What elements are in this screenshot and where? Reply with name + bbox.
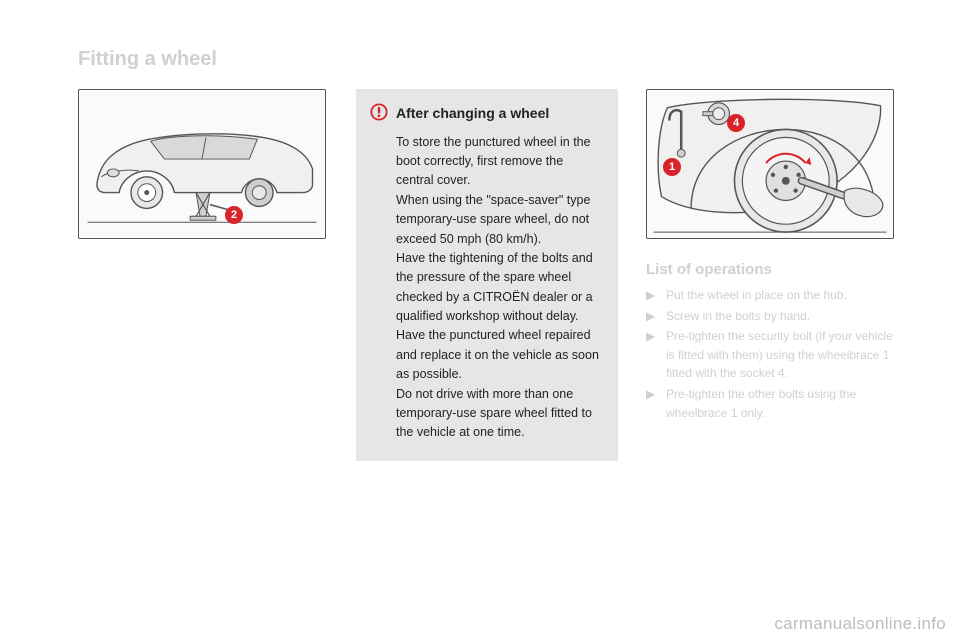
badge-4: 4: [727, 114, 745, 132]
illustration-car-jack: 2: [78, 89, 326, 239]
page-title: Fitting a wheel: [78, 48, 900, 71]
warning-head: After changing a wheel: [370, 103, 604, 125]
illustration-wheel-brace: 1 4: [646, 89, 894, 239]
list-item-text: Put the wheel in place on the hub.: [666, 286, 847, 305]
column-middle: After changing a wheel To store the punc…: [356, 89, 618, 461]
watermark: carmanualsonline.info: [774, 614, 946, 634]
bullet-arrow-icon: ▶: [646, 327, 658, 383]
wheel-brace-svg: [647, 90, 893, 238]
car-jack-svg: [79, 90, 325, 238]
list-item: ▶ Pre-tighten the security bolt (if your…: [646, 327, 896, 383]
list-item-text: Pre-tighten the security bolt (if your v…: [666, 327, 896, 383]
operations-list: ▶ Put the wheel in place on the hub. ▶ S…: [646, 286, 896, 422]
list-item: ▶ Pre-tighten the other bolts using the …: [646, 385, 896, 422]
badge-2: 2: [225, 206, 243, 224]
column-right: 1 4 List of operations ▶ Put the wheel i…: [646, 89, 896, 461]
columns: 2 After changing a wheel To store the pu…: [78, 89, 900, 461]
warning-title: After changing a wheel: [396, 103, 549, 125]
bullet-arrow-icon: ▶: [646, 286, 658, 305]
warning-icon: [370, 103, 388, 121]
bullet-arrow-icon: ▶: [646, 307, 658, 326]
list-item-text: Pre-tighten the other bolts using the wh…: [666, 385, 896, 422]
list-item-text: Screw in the bolts by hand.: [666, 307, 810, 326]
badge-1: 1: [663, 158, 681, 176]
operations-heading: List of operations: [646, 261, 896, 278]
list-item: ▶ Screw in the bolts by hand.: [646, 307, 896, 326]
column-left: 2: [78, 89, 328, 461]
warning-body: To store the punctured wheel in the boot…: [370, 133, 604, 443]
warning-box: After changing a wheel To store the punc…: [356, 89, 618, 461]
bullet-arrow-icon: ▶: [646, 385, 658, 422]
list-item: ▶ Put the wheel in place on the hub.: [646, 286, 896, 305]
